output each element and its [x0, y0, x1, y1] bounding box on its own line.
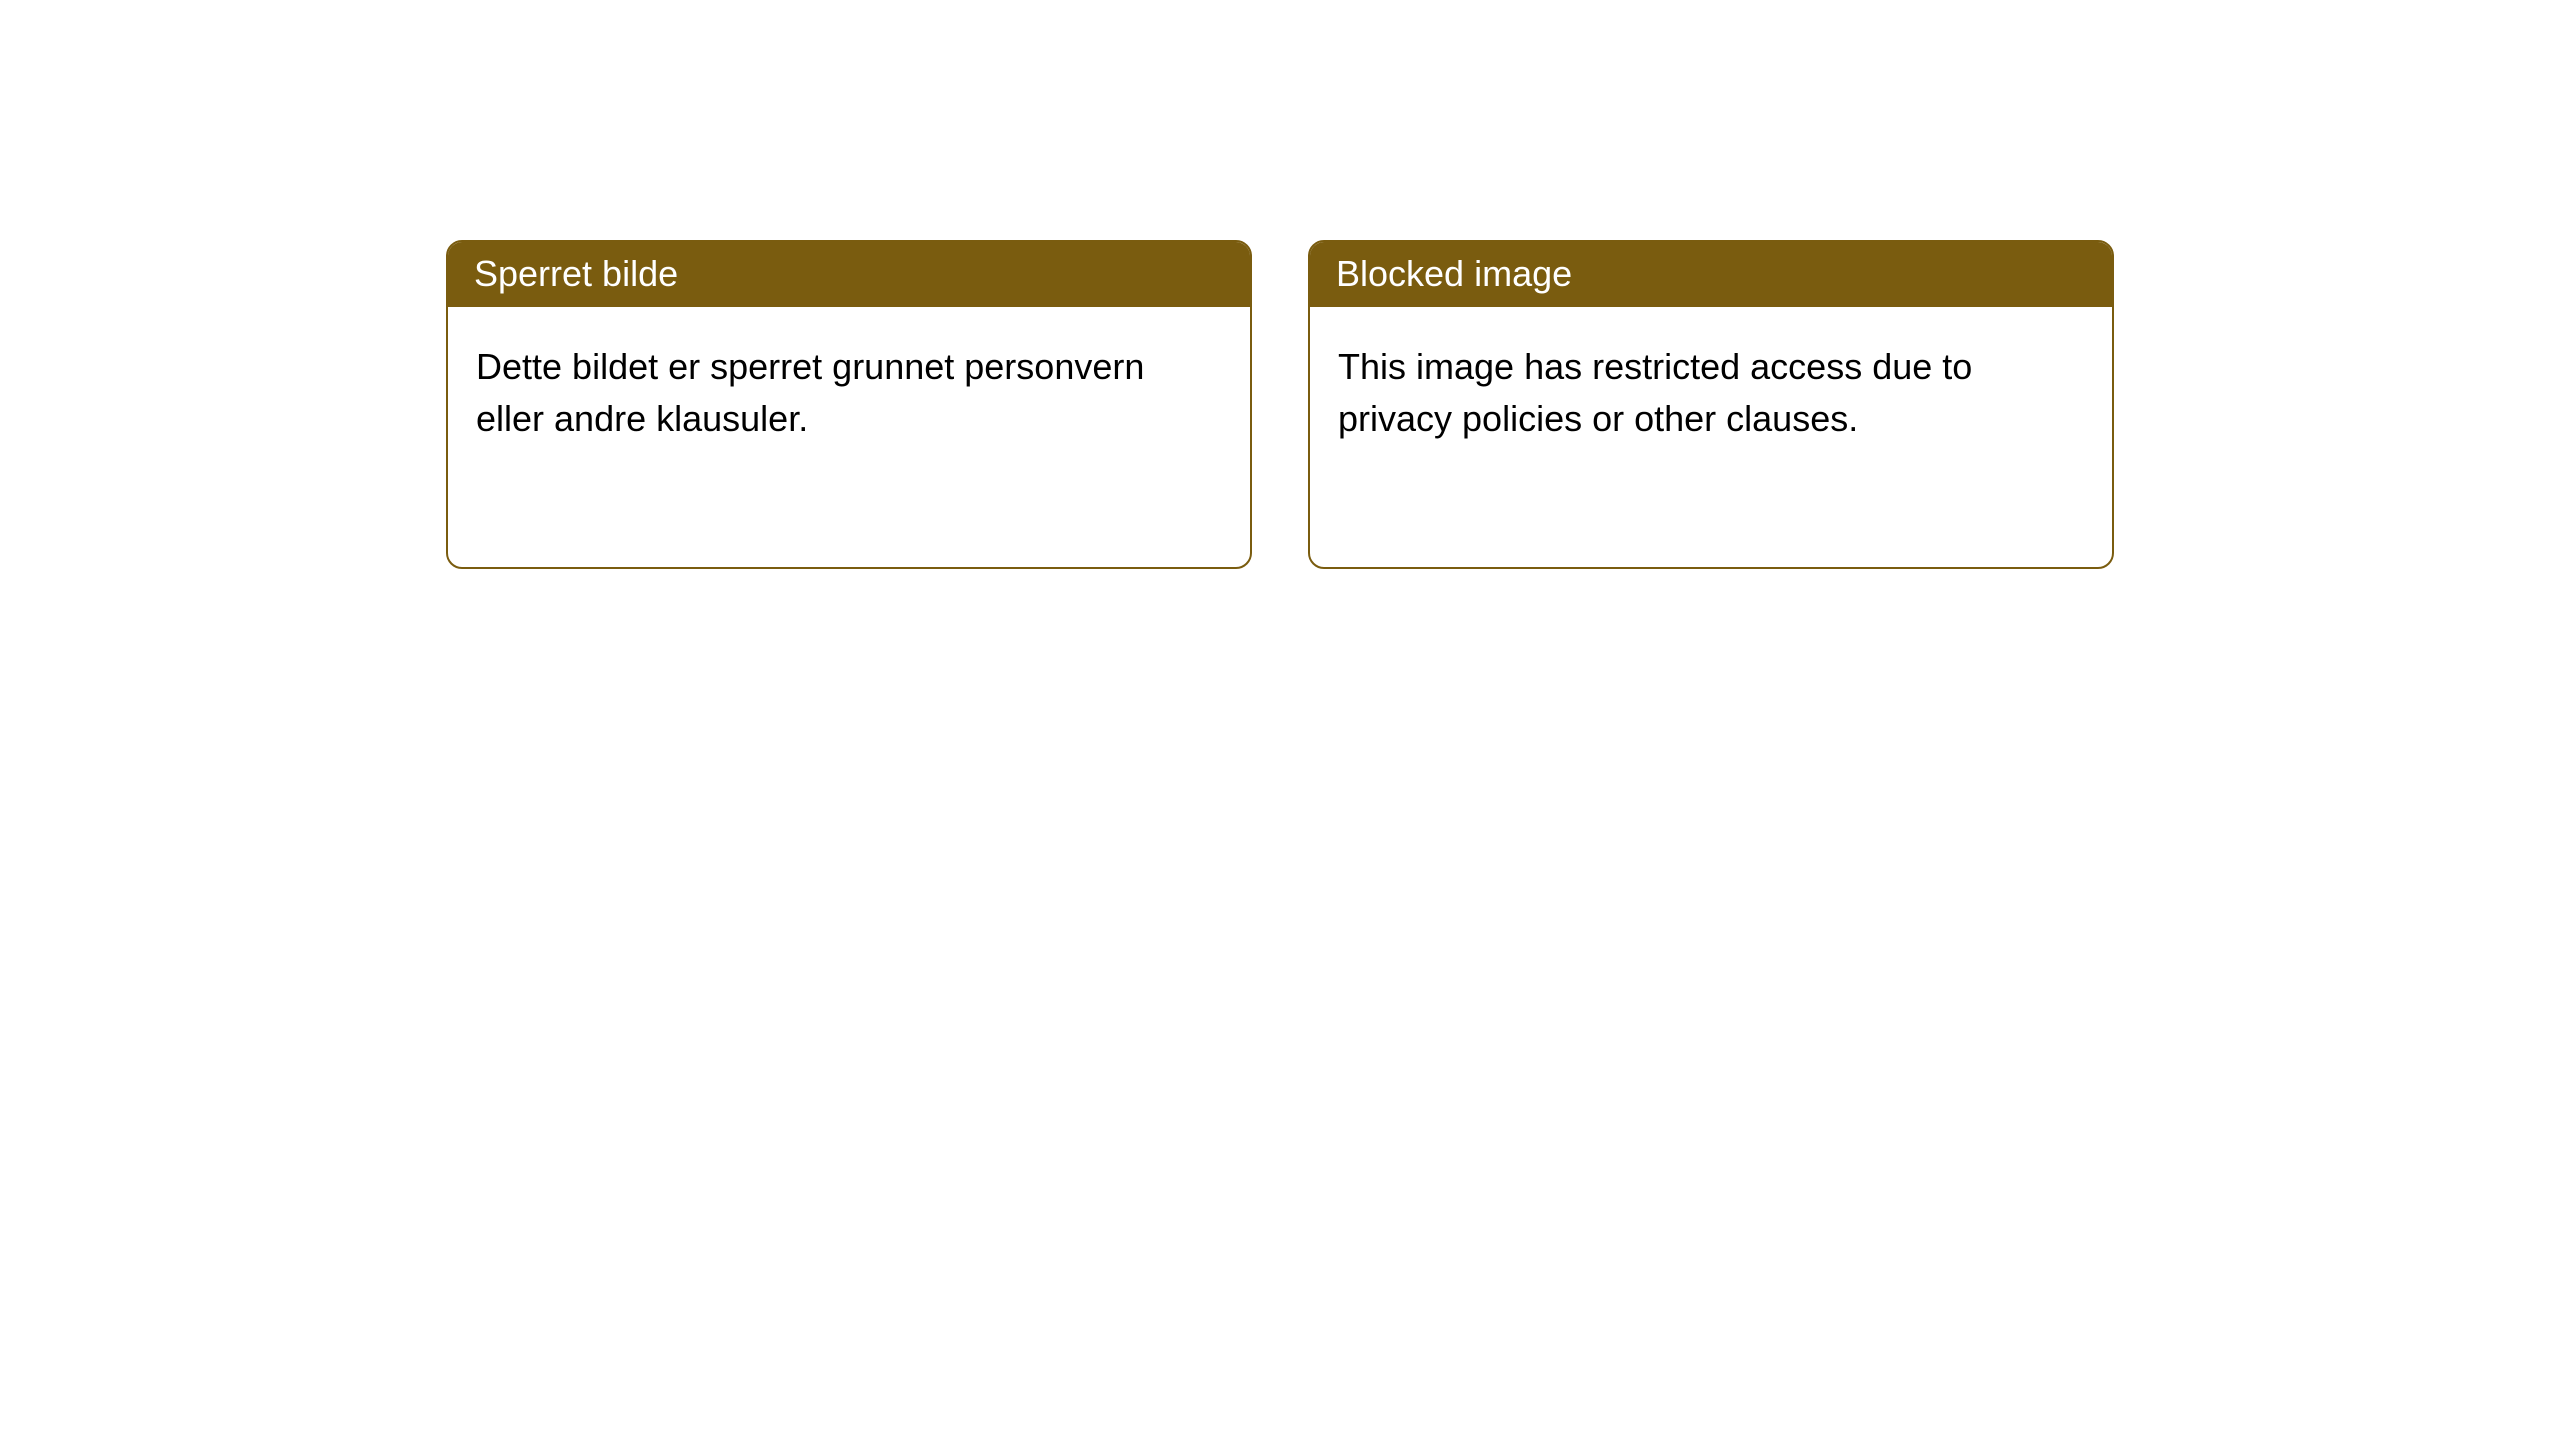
notice-body: Dette bildet er sperret grunnet personve…	[448, 307, 1250, 567]
notice-card-english: Blocked image This image has restricted …	[1308, 240, 2114, 569]
notice-header: Blocked image	[1310, 242, 2112, 307]
notice-card-norwegian: Sperret bilde Dette bildet er sperret gr…	[446, 240, 1252, 569]
notice-body: This image has restricted access due to …	[1310, 307, 2112, 567]
notice-container: Sperret bilde Dette bildet er sperret gr…	[0, 0, 2560, 569]
notice-header: Sperret bilde	[448, 242, 1250, 307]
